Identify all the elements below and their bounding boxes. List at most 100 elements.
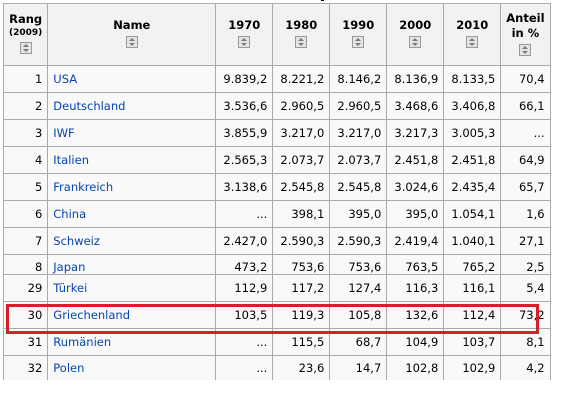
country-link[interactable]: Griechenland [53, 308, 130, 322]
header-name[interactable]: Name [47, 3, 217, 66]
sort-icon[interactable] [295, 36, 308, 48]
value-1970: 2.427,0 [215, 227, 274, 255]
value-1970: 112,9 [215, 274, 274, 302]
value-2000: 8.136,9 [386, 65, 445, 93]
sort-icon[interactable] [238, 36, 251, 48]
header-share-unit: in % [511, 25, 540, 40]
share-cell: ... [500, 119, 551, 147]
value-2010: 112,4 [443, 301, 502, 329]
value-1970: ... [215, 200, 274, 228]
share-cell: 70,4 [500, 65, 551, 93]
value-1980: 115,5 [272, 328, 331, 356]
table-row: 6 China ... 398,1 395,0 395,0 1.054,1 1,… [2, 200, 551, 228]
country-link[interactable]: USA [53, 72, 78, 86]
value-1970: 3.138,6 [215, 173, 274, 201]
value-1980: 119,3 [272, 301, 331, 329]
value-1980: 2.073,7 [272, 146, 331, 174]
rank-cell: 31 [2, 328, 49, 356]
sort-icon[interactable] [125, 36, 138, 48]
table-row: 32 Polen ... 23,6 14,7 102,8 102,9 4,2 [2, 355, 551, 380]
header-2010[interactable]: 2010 [443, 3, 502, 66]
value-2010: 3.406,8 [443, 92, 502, 120]
rank-cell: 8 [2, 254, 49, 275]
value-2000: 116,3 [386, 274, 445, 302]
header-rank-subtitle: (2009) [9, 28, 43, 38]
country-link[interactable]: IWF [53, 126, 75, 140]
value-1990: 2.960,5 [329, 92, 388, 120]
header-1990-label: 1990 [342, 18, 375, 32]
value-1990: 395,0 [329, 200, 388, 228]
sort-icon[interactable] [19, 42, 32, 54]
table-row: 31 Rumänien ... 115,5 68,7 104,9 103,7 8… [2, 328, 551, 356]
value-2000: 104,9 [386, 328, 445, 356]
name-cell: Schweiz [47, 227, 217, 255]
rank-cell: 2 [2, 92, 49, 120]
value-2010: 116,1 [443, 274, 502, 302]
rank-cell: 1 [2, 65, 49, 93]
sort-icon[interactable] [409, 36, 422, 48]
value-2000: 3.468,6 [386, 92, 445, 120]
header-1970[interactable]: 1970 [215, 3, 274, 66]
header-share[interactable]: Anteil in % [500, 3, 551, 66]
rank-cell: 5 [2, 173, 49, 201]
value-1980: 2.960,5 [272, 92, 331, 120]
country-link[interactable]: Rumänien [53, 335, 112, 349]
name-cell: USA [47, 65, 217, 93]
value-2010: 1.040,1 [443, 227, 502, 255]
rank-cell: 7 [2, 227, 49, 255]
value-1980: 2.545,8 [272, 173, 331, 201]
value-2000: 3.024,6 [386, 173, 445, 201]
country-link[interactable]: Polen [53, 360, 85, 375]
page-background [0, 384, 563, 410]
value-1970: ... [215, 328, 274, 356]
name-cell: Griechenland [47, 301, 217, 329]
table-row: 2 Deutschland 3.536,6 2.960,5 2.960,5 3.… [2, 92, 551, 120]
table-row: 8 Japan 473,2 753,6 753,6 763,5 765,2 2,… [2, 254, 551, 275]
country-link[interactable]: Italien [53, 153, 89, 167]
country-link[interactable]: Frankreich [53, 180, 114, 194]
country-link[interactable]: China [53, 207, 87, 221]
share-cell: 73,2 [500, 301, 551, 329]
data-table: Rang (2009) Name 1970 1980 1990 2000 [2, 3, 551, 380]
value-1990: 2.545,8 [329, 173, 388, 201]
share-cell: 8,1 [500, 328, 551, 356]
header-name-label: Name [113, 18, 151, 32]
value-2010: 2.435,4 [443, 173, 502, 201]
value-1990: 753,6 [329, 254, 388, 275]
value-1990: 2.590,3 [329, 227, 388, 255]
header-1970-label: 1970 [228, 18, 261, 32]
header-1990[interactable]: 1990 [329, 3, 388, 66]
country-link[interactable]: Türkei [53, 281, 88, 295]
header-2000[interactable]: 2000 [386, 3, 445, 66]
table-row: 1 USA 9.839,2 8.221,2 8.146,2 8.136,9 8.… [2, 65, 551, 93]
value-2000: 132,6 [386, 301, 445, 329]
rank-cell: 6 [2, 200, 49, 228]
header-row: Rang (2009) Name 1970 1980 1990 2000 [2, 3, 551, 66]
sort-icon[interactable] [466, 36, 479, 48]
share-cell: 4,2 [500, 355, 551, 380]
value-1980: 8.221,2 [272, 65, 331, 93]
rank-cell: 4 [2, 146, 49, 174]
name-cell: Rumänien [47, 328, 217, 356]
value-1970: 2.565,3 [215, 146, 274, 174]
country-link[interactable]: Schweiz [53, 234, 100, 248]
value-2000: 395,0 [386, 200, 445, 228]
value-2010: 2.451,8 [443, 146, 502, 174]
country-link[interactable]: Deutschland [53, 99, 126, 113]
country-link[interactable]: Japan [53, 260, 86, 274]
value-1980: 117,2 [272, 274, 331, 302]
header-1980[interactable]: 1980 [272, 3, 331, 66]
value-2000: 2.419,4 [386, 227, 445, 255]
name-cell: Türkei [47, 274, 217, 302]
value-1990: 3.217,0 [329, 119, 388, 147]
sort-icon[interactable] [519, 43, 532, 56]
header-share-label: Anteil [506, 10, 545, 25]
value-1990: 2.073,7 [329, 146, 388, 174]
header-1980-label: 1980 [285, 18, 318, 32]
sort-icon[interactable] [352, 36, 365, 48]
value-2000: 102,8 [386, 355, 445, 380]
header-2000-label: 2000 [399, 18, 432, 32]
value-1980: 23,6 [272, 355, 331, 380]
header-rank[interactable]: Rang (2009) [2, 3, 49, 66]
rank-cell: 3 [2, 119, 49, 147]
